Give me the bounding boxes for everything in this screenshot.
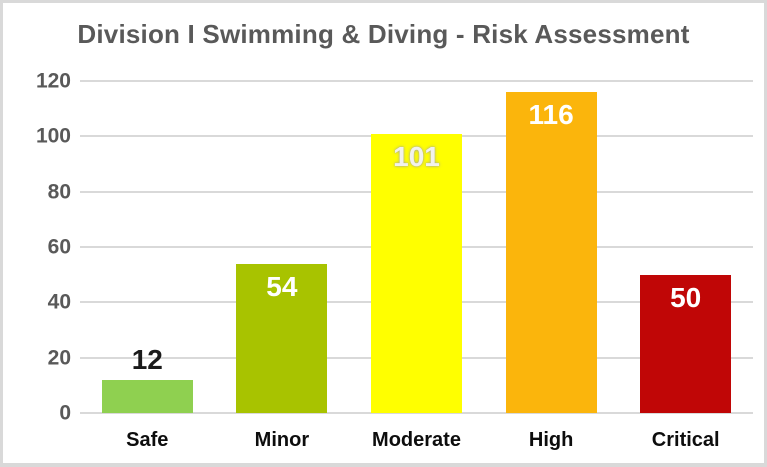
chart-title: Division I Swimming & Diving - Risk Asse… xyxy=(77,19,690,49)
bar-value-label-critical: 50 xyxy=(670,281,702,313)
bar-safe: 12 xyxy=(101,345,193,413)
x-axis: Safe Minor Moderate High Critical xyxy=(80,428,753,458)
x-axis-label-moderate: Moderate xyxy=(372,429,461,451)
bar-critical: 50 xyxy=(640,274,732,413)
y-tick-label-120: 120 xyxy=(35,69,71,93)
bar-value-label-safe: 12 xyxy=(131,343,163,375)
y-tick-label-20: 20 xyxy=(47,346,71,370)
gridline-y-120 xyxy=(80,80,753,82)
x-axis-label-safe: Safe xyxy=(126,429,169,451)
plot-area: 12 54 101 116 50 xyxy=(80,80,753,414)
bar-minor: 54 xyxy=(236,263,328,413)
bar-value-label-moderate: 101 xyxy=(393,140,440,172)
y-tick-label-100: 100 xyxy=(35,124,71,148)
y-tick-label-60: 60 xyxy=(47,235,71,259)
y-tick-label-40: 40 xyxy=(47,290,71,314)
bar-value-label-high: 116 xyxy=(528,99,574,131)
bar-moderate: 101 xyxy=(371,133,462,413)
bar-high: 116 xyxy=(505,92,597,413)
bar-value-label-minor: 54 xyxy=(266,270,298,302)
gridline-y-0 xyxy=(80,412,753,414)
x-axis-label-minor: Minor xyxy=(254,429,310,451)
x-axis-label-critical: Critical xyxy=(651,429,720,451)
y-tick-label-80: 80 xyxy=(47,180,71,204)
y-tick-label-0: 0 xyxy=(59,401,71,425)
x-axis-label-high: High xyxy=(528,429,574,451)
y-axis: 0 20 40 60 80 100 120 xyxy=(9,71,71,424)
